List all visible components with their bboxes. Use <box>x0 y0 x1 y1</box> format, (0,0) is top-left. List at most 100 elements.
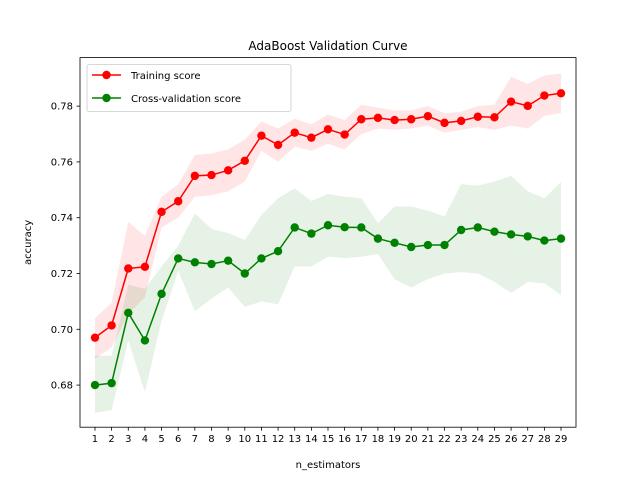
x-tick-label: 23 <box>455 434 468 445</box>
y-axis-label: accuracy <box>23 220 34 265</box>
x-tick-label: 10 <box>238 434 251 445</box>
cv-point <box>240 269 249 278</box>
cv-point <box>540 236 549 245</box>
x-tick-label: 11 <box>255 434 268 445</box>
training-point <box>223 166 233 175</box>
cv-point <box>340 223 349 232</box>
training-point <box>506 97 516 106</box>
training-point <box>556 89 566 98</box>
training-point <box>257 131 266 140</box>
x-tick-label: 3 <box>125 434 131 445</box>
training-point <box>90 333 100 342</box>
training-point <box>323 125 333 134</box>
training-point <box>140 262 150 272</box>
training-point <box>456 116 466 126</box>
training-point <box>273 140 283 150</box>
legend-box <box>86 64 292 112</box>
x-axis-ticks: 1 2 3 4 5 6 7 8 9 10 11 12 13 14 15 16 17 18 19 20 21 22 23 24 2… <box>92 427 568 445</box>
cv-point <box>207 259 216 269</box>
training-point <box>423 111 433 121</box>
training-point <box>290 128 299 137</box>
cv-point <box>223 256 233 265</box>
x-tick-label: 26 <box>505 434 518 445</box>
legend-cv-label: Cross-validation score <box>131 94 241 105</box>
cv-confidence-band <box>94 175 562 413</box>
cv-point <box>140 336 150 345</box>
cv-point <box>490 227 499 236</box>
training-point <box>373 113 383 123</box>
x-tick-label: 2 <box>108 434 114 445</box>
series-markers <box>90 89 566 390</box>
x-tick-label: 7 <box>192 434 198 445</box>
cv-point <box>523 232 532 241</box>
x-tick-label: 17 <box>355 434 368 445</box>
x-tick-label: 21 <box>421 434 434 445</box>
x-tick-label: 22 <box>438 434 451 445</box>
training-point <box>307 133 316 142</box>
cv-point <box>423 240 433 250</box>
y-tick-label: 0.78 <box>51 102 73 113</box>
training-point <box>540 91 549 100</box>
legend: Training score Cross-validation score <box>86 64 292 112</box>
cv-point <box>323 221 333 230</box>
training-point <box>390 115 399 125</box>
cv-point <box>190 258 200 267</box>
cv-point <box>157 289 166 299</box>
cv-point <box>556 234 566 243</box>
training-point <box>490 113 499 122</box>
x-tick-label: 12 <box>272 434 285 445</box>
x-tick-label: 25 <box>488 434 501 445</box>
training-point <box>207 170 216 180</box>
cv-point <box>506 230 516 239</box>
y-tick-label: 0.70 <box>51 325 73 336</box>
y-tick-label: 0.72 <box>51 269 73 280</box>
cv-point <box>257 254 266 263</box>
y-tick-label: 0.74 <box>51 213 73 224</box>
x-tick-label: 8 <box>208 434 214 445</box>
training-point <box>473 112 482 121</box>
cv-point <box>456 225 466 235</box>
training-point <box>174 197 183 206</box>
x-tick-label: 14 <box>305 434 318 445</box>
training-point <box>407 115 416 124</box>
y-tick-label: 0.68 <box>51 381 73 392</box>
training-point <box>440 118 449 128</box>
cv-point <box>124 308 133 318</box>
x-tick-label: 28 <box>538 434 551 445</box>
x-axis-label: n_estimators <box>296 460 361 471</box>
training-point <box>523 101 532 111</box>
legend-cv-marker <box>102 93 111 103</box>
x-tick-label: 16 <box>338 434 351 445</box>
y-tick-label: 0.76 <box>51 157 73 168</box>
x-tick-label: 15 <box>322 434 335 445</box>
x-tick-label: 24 <box>471 434 484 445</box>
legend-training-label: Training score <box>130 71 201 82</box>
x-tick-label: 13 <box>288 434 301 445</box>
x-tick-label: 9 <box>225 434 231 445</box>
cv-point <box>307 229 316 238</box>
x-tick-label: 18 <box>372 434 385 445</box>
x-tick-label: 4 <box>142 434 148 445</box>
training-point <box>340 130 349 139</box>
cv-point <box>273 246 283 256</box>
training-point <box>357 115 366 124</box>
y-axis-ticks: 0.68 0.70 0.72 0.74 0.76 0.78 <box>51 102 80 392</box>
cv-point <box>90 380 100 390</box>
training-point <box>107 321 116 330</box>
x-tick-label: 19 <box>388 434 401 445</box>
legend-training-marker <box>102 70 111 80</box>
training-point <box>190 171 200 181</box>
training-point <box>240 156 249 166</box>
cv-point <box>373 234 383 243</box>
cv-point <box>440 240 449 250</box>
cv-point <box>390 238 399 248</box>
x-tick-label: 5 <box>158 434 164 445</box>
x-tick-label: 29 <box>555 434 568 445</box>
training-point <box>157 207 166 217</box>
x-tick-label: 6 <box>175 434 181 445</box>
x-tick-label: 1 <box>92 434 98 445</box>
cv-point <box>473 223 482 232</box>
x-tick-label: 20 <box>405 434 418 445</box>
training-point <box>124 264 133 273</box>
